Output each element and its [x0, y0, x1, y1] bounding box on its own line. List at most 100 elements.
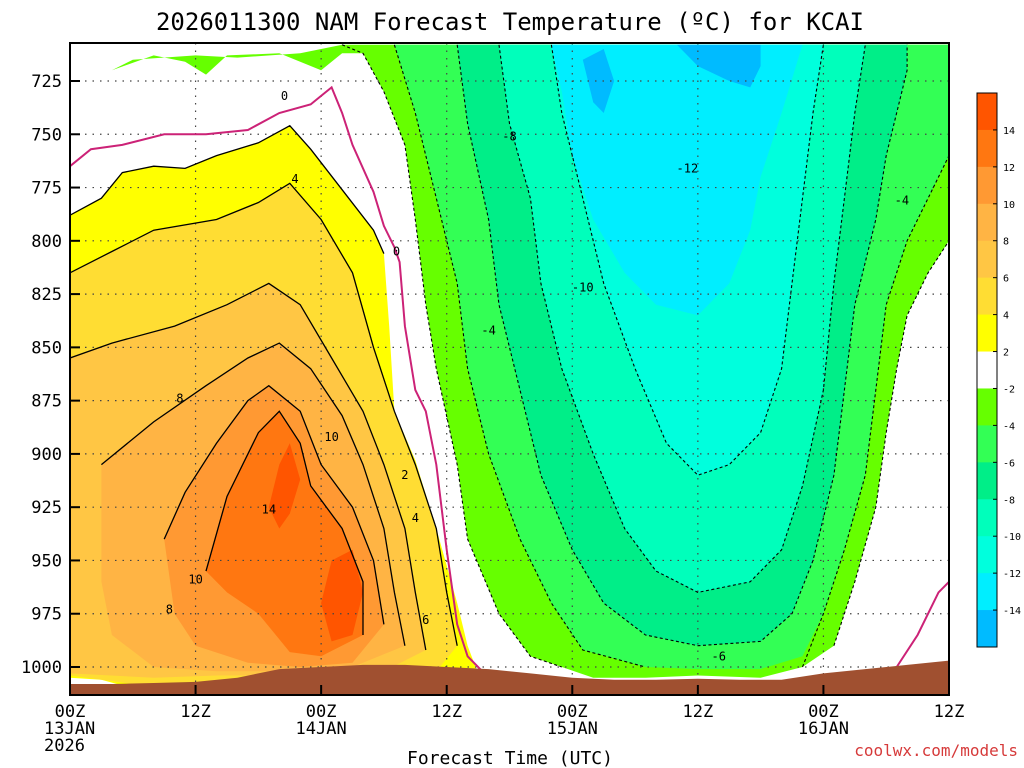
colorbar-band	[977, 536, 997, 574]
temp-region-6	[268, 443, 301, 529]
contour-line-negative	[393, 44, 646, 668]
colorbar-label: -10	[1003, 532, 1021, 543]
credit-text: coolwx.com/models	[854, 741, 1018, 760]
x-tick-label: 2026	[44, 736, 85, 756]
colorbar-label: 8	[1003, 237, 1009, 248]
x-tick-label: 00Z	[306, 702, 337, 722]
contour-label: 8	[166, 602, 173, 616]
y-tick-label: 950	[31, 551, 62, 571]
contour-label: 0	[393, 244, 400, 258]
temperature-regions	[70, 44, 949, 689]
y-tick-label: 825	[31, 285, 62, 305]
contour-line-positive	[100, 342, 406, 646]
terrain	[70, 660, 949, 695]
y-tick-label: 925	[31, 498, 62, 518]
temp-region-16	[896, 283, 949, 529]
contour-line-positive	[70, 282, 427, 651]
contour-line-negative	[801, 155, 949, 668]
contour-line-positive	[70, 182, 458, 646]
contour-label: 10	[188, 573, 202, 587]
y-axis: 725 750 775 800 825 850 875 900 925 950 975 1000	[21, 72, 80, 678]
y-tick-label: 725	[31, 72, 62, 92]
colorbar-label: 6	[1003, 274, 1009, 285]
x-tick-label: 12Z	[431, 702, 462, 722]
contour-label: -6	[712, 649, 726, 663]
plot-area: 0 0 4 8 10 14 10 8 2 4 6 -8 -12 -10 -4 -4 -6	[70, 43, 949, 695]
contour-line-negative	[550, 44, 824, 476]
temp-region-7	[321, 549, 363, 642]
colorbar-band	[977, 277, 997, 316]
x-tick-label: 12Z	[180, 702, 211, 722]
colorbar-band	[977, 129, 997, 168]
y-tick-label: 875	[31, 392, 62, 412]
colorbar-band	[977, 166, 997, 205]
colorbar-label: 12	[1003, 163, 1015, 174]
colorbar-label: 2	[1003, 348, 1009, 359]
y-tick-label: 775	[31, 179, 62, 199]
contour-line-positive	[163, 384, 385, 625]
x-tick-label: 13JAN	[44, 719, 95, 739]
x-tick-label: 12Z	[682, 702, 713, 722]
chart-title: 2026011300 NAM Forecast Temperature (ºC)…	[156, 8, 864, 36]
contour-label: -12	[677, 161, 699, 175]
contour-label: 4	[412, 511, 419, 525]
colorbar-label: 14	[1003, 126, 1015, 137]
y-tick-label: 800	[31, 232, 62, 252]
contour-label: 2	[401, 468, 408, 482]
colorbar-band	[977, 314, 997, 353]
x-tick-label: 14JAN	[296, 719, 347, 739]
contour-line-positive	[205, 410, 364, 635]
x-tick-label: 12Z	[934, 702, 965, 722]
plot-frame	[69, 42, 950, 696]
colorbar-band	[977, 388, 997, 426]
contour-line-negative	[456, 44, 908, 647]
temp-region-15	[676, 44, 761, 88]
contour-lines	[70, 44, 949, 679]
x-tick-label: 15JAN	[547, 719, 598, 739]
contour-label: -4	[895, 193, 909, 207]
temp-region-14	[582, 49, 615, 113]
contour-labels: 0 0 4 8 10 14 10 8 2 4 6 -8 -12 -10 -4 -4 -6	[166, 89, 909, 663]
contour-line-negative	[498, 44, 866, 593]
x-tick-label: 00Z	[808, 702, 839, 722]
contour-label: -10	[572, 281, 594, 295]
colorbar-label: -4	[1003, 421, 1015, 432]
colorbar-band	[977, 93, 997, 131]
colorbar-band	[977, 240, 997, 279]
colorbar-frame	[976, 92, 998, 648]
colorbar-label: -8	[1003, 495, 1015, 506]
contour-line-zero	[70, 85, 490, 679]
colorbar-band	[977, 203, 997, 242]
contour-label: 4	[291, 172, 298, 186]
contour-label: 0	[281, 89, 288, 103]
colorbar-label: -6	[1003, 458, 1015, 469]
contour-label: 10	[324, 430, 338, 444]
colorbar-band	[977, 610, 997, 648]
x-tick-label: 16JAN	[798, 719, 849, 739]
contour-line-positive	[70, 124, 385, 254]
contour-label: 8	[176, 392, 183, 406]
contour-line-zero	[895, 581, 949, 668]
terrain-fill	[70, 660, 949, 695]
colorbar-label: -2	[1003, 384, 1015, 395]
x-tick-label: 00Z	[557, 702, 588, 722]
y-tick-label: 900	[31, 445, 62, 465]
temp-region-13	[551, 44, 803, 316]
y-tick-label: 750	[31, 125, 62, 145]
y-tick-label: 1000	[21, 658, 62, 678]
x-tick-label: 00Z	[55, 702, 86, 722]
contour-label: 14	[262, 502, 276, 516]
colorbar-label: -14	[1003, 606, 1021, 617]
x-axis-label: Forecast Time (UTC)	[407, 748, 613, 768]
contour-line-negative	[341, 44, 562, 668]
contour-label: -8	[502, 129, 516, 143]
colorbar-label: 10	[1003, 200, 1015, 211]
colorbar: 14 12 10 8 6 4 2 -2 -4 -6 -8 -10 -12 -14	[976, 92, 1021, 648]
y-tick-label: 975	[31, 605, 62, 625]
contour-label: 6	[422, 613, 429, 627]
colorbar-band	[977, 499, 997, 537]
colorbar-band	[977, 573, 997, 611]
colorbar-band	[977, 462, 997, 500]
colorbar-label: -12	[1003, 569, 1021, 580]
